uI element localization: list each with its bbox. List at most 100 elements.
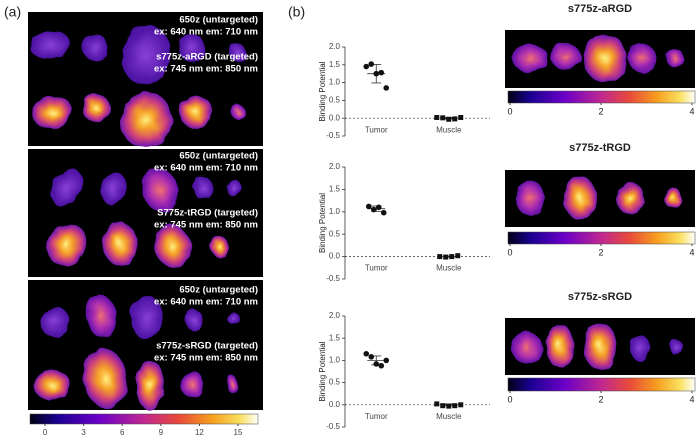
tissue-image — [100, 171, 126, 205]
y-tick-label: 0.5 — [329, 96, 341, 105]
colorbar-tick-label: 4 — [689, 106, 694, 116]
blobs — [512, 322, 682, 370]
blobs — [34, 294, 240, 410]
tissue-image — [564, 176, 596, 220]
colorbar-tick-label: 0 — [507, 247, 512, 257]
colorbar-tick-label: 4 — [689, 247, 694, 257]
y-tick-label: -0.5 — [326, 422, 340, 431]
data-point — [383, 357, 390, 364]
tissue-image — [226, 180, 242, 196]
tissue-image — [32, 95, 72, 129]
y-tick-label: 0.0 — [329, 113, 341, 122]
data-point — [446, 116, 452, 122]
colorbar — [507, 231, 696, 245]
image-label: s775z-aRGD (targeted) — [156, 52, 258, 63]
colorbar — [507, 377, 696, 392]
x-tick-label: Tumor — [365, 125, 388, 134]
data-point — [378, 69, 385, 76]
panel-label: (a) — [4, 4, 21, 20]
tissue-image — [512, 44, 548, 72]
colorbar-tick-label: 9 — [159, 428, 164, 436]
data-point — [363, 350, 370, 357]
y-tick-label: 0.5 — [329, 378, 341, 387]
image-label: ex: 640 nm em: 710 nm — [154, 163, 258, 174]
blobs — [47, 168, 242, 268]
tissue-image — [101, 222, 139, 266]
data-point — [455, 253, 461, 259]
tissue-image — [82, 34, 108, 60]
image-label: s775z-sRGD (targeted) — [156, 341, 258, 352]
image-label: ex: 640 nm em: 710 nm — [154, 297, 258, 308]
image-label: ex: 745 nm em: 850 nm — [154, 64, 258, 75]
data-point — [373, 70, 380, 77]
colorbar-tick-label: 2 — [598, 247, 603, 257]
tissue-image — [50, 169, 84, 207]
data-point — [368, 61, 375, 67]
data-point — [437, 254, 443, 260]
data-point — [380, 209, 387, 216]
colorbar — [507, 90, 696, 104]
colorbar-tick-label: 12 — [195, 428, 204, 436]
data-point — [458, 114, 464, 120]
tissue-image — [229, 43, 245, 61]
tissue-image — [82, 94, 110, 122]
image-label: ex: 640 nm em: 710 nm — [154, 27, 258, 38]
blobs — [30, 25, 245, 148]
y-tick-label: 1.5 — [329, 185, 341, 194]
tissue-image — [141, 168, 179, 212]
tissue-image — [82, 348, 128, 408]
data-point — [446, 403, 452, 409]
tissue-image — [211, 237, 229, 257]
colorbar-tick-label: 2 — [598, 106, 603, 116]
image-label: 650z (untargeted) — [179, 15, 258, 26]
tissue-image — [616, 182, 644, 214]
tissue-image — [136, 360, 164, 410]
chart-title: s775z-tRGD — [569, 142, 631, 154]
tissue-image — [153, 224, 191, 268]
tissue-image — [181, 370, 203, 398]
image-label: S775z-tRGD (targeted) — [157, 208, 258, 219]
tissue-image — [546, 324, 574, 368]
y-axis-label: Binding Potential — [318, 341, 327, 401]
x-tick-label: Muscle — [436, 264, 462, 273]
data-point — [370, 206, 377, 213]
y-tick-label: -0.5 — [326, 274, 340, 283]
panel-label: (b) — [288, 4, 305, 20]
blobs — [512, 34, 684, 82]
data-point — [365, 203, 372, 210]
data-point — [452, 116, 458, 122]
y-tick-label: 1.0 — [329, 207, 341, 216]
tissue-image — [231, 105, 245, 119]
tissue-image — [628, 44, 656, 72]
y-axis-label: Binding Potential — [318, 61, 327, 121]
tissue-image — [664, 188, 682, 208]
tissue-image — [185, 310, 203, 330]
data-point — [383, 85, 390, 91]
chart-title: s775z-aRGD — [568, 3, 632, 15]
tissue-image — [584, 322, 616, 370]
data-point — [440, 403, 446, 409]
tissue-image — [228, 313, 240, 325]
data-point — [373, 361, 380, 367]
tissue-image — [179, 34, 205, 62]
y-tick-label: 1.5 — [329, 60, 341, 69]
tissue-image — [193, 177, 213, 199]
y-tick-label: 2.0 — [329, 162, 341, 171]
tissue-image — [226, 376, 238, 392]
colorbar-tick-label: 2 — [598, 394, 603, 404]
y-tick-label: -0.5 — [326, 131, 340, 140]
data-point — [378, 362, 385, 369]
tissue-image — [630, 335, 650, 361]
data-point — [368, 354, 375, 360]
y-tick-label: 0.0 — [329, 400, 341, 409]
chart-title: s775z-sRGD — [568, 291, 632, 303]
tissue-image — [121, 25, 171, 85]
x-tick-label: Muscle — [436, 125, 462, 134]
y-tick-label: 0.5 — [329, 229, 341, 238]
colorbar-tick-label: 0 — [507, 394, 512, 404]
y-tick-label: 1.5 — [329, 333, 341, 342]
tissue-image — [583, 34, 627, 82]
x-tick-label: Muscle — [436, 412, 462, 421]
y-axis-label: Binding Potential — [318, 193, 327, 253]
